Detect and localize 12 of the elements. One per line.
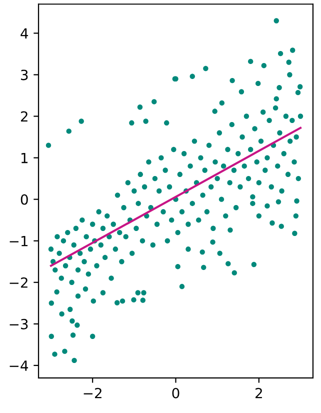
y-tick-label: −2 <box>10 277 28 288</box>
y-tick-label: 0 <box>20 194 28 205</box>
y-tick-label: −3 <box>10 318 28 330</box>
y-tick-label: 2 <box>20 111 28 122</box>
x-tick-label: 0 <box>172 388 180 398</box>
y-tick-label: −1 <box>10 236 28 246</box>
y-tick-label: 3 <box>21 70 28 80</box>
x-tick-label: −2 <box>84 388 102 398</box>
y-tick-label: 1 <box>21 152 28 164</box>
x-tick-label: 2 <box>256 388 262 398</box>
y-tick-label: 4 <box>20 28 28 38</box>
y-tick-label: −4 <box>10 360 28 371</box>
